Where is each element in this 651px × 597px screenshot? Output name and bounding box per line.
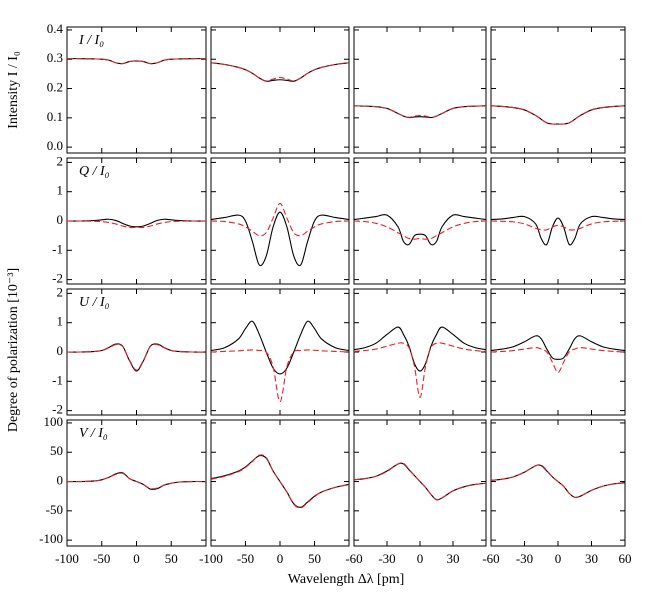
y-tick-label: 0 xyxy=(57,473,64,488)
panel-label: V / I₀ xyxy=(79,426,108,441)
line-series xyxy=(66,343,207,371)
y-tick-label: 0.2 xyxy=(47,80,63,95)
panel-frame xyxy=(210,26,350,154)
y-tick-label: 100 xyxy=(44,414,64,429)
x-tick-label: 30 xyxy=(585,551,598,566)
line-series xyxy=(353,326,487,372)
panel-frame xyxy=(210,419,350,547)
x-tick-label: 0 xyxy=(277,551,284,566)
line-series xyxy=(66,58,207,65)
y-tick-label: -2 xyxy=(52,271,63,286)
panel-frame xyxy=(353,26,487,154)
panel-frame xyxy=(353,288,487,416)
line-series xyxy=(490,105,626,125)
x-tick-label: 60 xyxy=(619,551,632,566)
line-series xyxy=(490,347,626,374)
panel-frame xyxy=(210,157,350,285)
y-axis-label: Intensity I / I₀ xyxy=(6,51,21,129)
y-tick-label: 2 xyxy=(57,284,64,299)
line-series xyxy=(210,62,350,82)
line-series xyxy=(210,202,350,237)
y-tick-label: 0.3 xyxy=(47,50,63,65)
y-tick-label: 1 xyxy=(57,183,64,198)
y-tick-label: 1 xyxy=(57,314,64,329)
y-tick-label: -2 xyxy=(52,402,63,417)
panel-frame xyxy=(210,288,350,416)
y-tick-label: 0.4 xyxy=(47,21,64,36)
panel-frame xyxy=(353,419,487,547)
x-tick-label: 50 xyxy=(165,551,178,566)
line-series xyxy=(66,58,207,65)
x-tick-label: -100 xyxy=(199,551,223,566)
line-series xyxy=(66,472,207,490)
line-series xyxy=(353,220,487,240)
x-tick-label: -30 xyxy=(378,551,395,566)
x-tick-label: -50 xyxy=(237,551,254,566)
y-tick-label: 0 xyxy=(57,212,64,227)
x-tick-label: -60 xyxy=(345,551,362,566)
panel-label: Q / I₀ xyxy=(79,164,110,179)
line-series xyxy=(490,220,626,231)
y-tick-label: -50 xyxy=(46,502,63,517)
line-series xyxy=(353,214,487,246)
line-series xyxy=(66,218,207,228)
panel-frame xyxy=(490,157,626,285)
line-series xyxy=(490,335,626,360)
line-series xyxy=(490,464,626,499)
y-axis-label: Degree of polarization [10⁻³] xyxy=(6,268,21,432)
x-tick-label: 0 xyxy=(555,551,562,566)
panel-frame xyxy=(490,419,626,547)
panel-label: U / I₀ xyxy=(79,295,110,310)
line-series xyxy=(66,343,207,372)
y-tick-label: 2 xyxy=(57,153,64,168)
x-tick-label: -30 xyxy=(516,551,533,566)
y-tick-label: 0 xyxy=(57,343,64,358)
line-series xyxy=(353,342,487,398)
panel-frame xyxy=(353,157,487,285)
line-series xyxy=(210,211,350,267)
y-tick-label: 0.1 xyxy=(47,109,63,124)
line-series xyxy=(490,105,626,125)
line-series xyxy=(210,349,350,403)
x-axis-label: Wavelength Δλ [pm] xyxy=(288,572,405,587)
panel-label: I / I₀ xyxy=(78,33,104,48)
x-tick-label: -60 xyxy=(482,551,499,566)
x-tick-label: 0 xyxy=(133,551,140,566)
panel-frame xyxy=(490,288,626,416)
x-tick-label: 0 xyxy=(417,551,424,566)
line-series xyxy=(210,454,350,509)
x-tick-label: 50 xyxy=(308,551,321,566)
x-tick-label: -100 xyxy=(55,551,79,566)
y-tick-label: -100 xyxy=(39,531,63,546)
y-tick-label: -1 xyxy=(52,372,63,387)
line-series xyxy=(210,320,350,375)
line-series xyxy=(66,220,207,229)
panel-frame xyxy=(490,26,626,154)
y-tick-label: -1 xyxy=(52,241,63,256)
line-series xyxy=(490,215,626,246)
line-series xyxy=(353,105,487,118)
y-tick-label: 50 xyxy=(50,443,63,458)
x-tick-label: 30 xyxy=(447,551,460,566)
y-tick-label: 0.0 xyxy=(47,138,63,153)
line-series xyxy=(353,462,487,501)
x-tick-label: -50 xyxy=(93,551,110,566)
